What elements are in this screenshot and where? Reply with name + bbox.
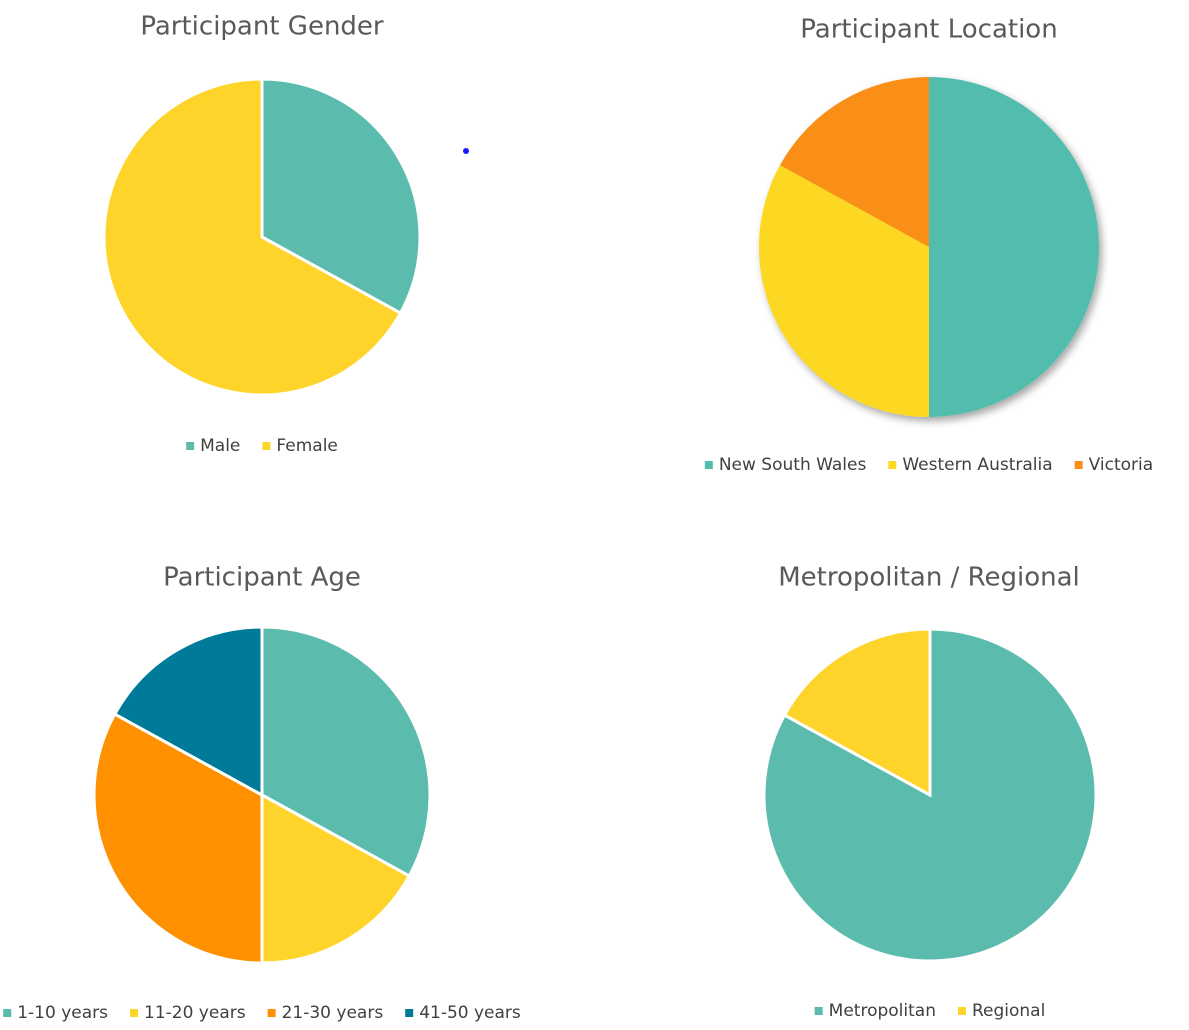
chart-title: Participant Age bbox=[163, 563, 361, 593]
legend-label: Male bbox=[200, 436, 240, 456]
chart-title: Participant Location bbox=[800, 15, 1057, 45]
slice bbox=[102, 77, 403, 397]
pie bbox=[759, 77, 1099, 417]
slice bbox=[112, 625, 264, 798]
legend-label: Female bbox=[276, 436, 337, 456]
slice bbox=[759, 165, 929, 417]
legend-marker bbox=[267, 1009, 276, 1017]
slice bbox=[260, 792, 412, 965]
legend-label: Victoria bbox=[1089, 455, 1154, 475]
legend: New South Wales Western Australia Victoria bbox=[704, 455, 1154, 475]
legend-marker bbox=[186, 442, 195, 450]
pie bbox=[102, 77, 422, 397]
legend-label: New South Wales bbox=[719, 455, 867, 475]
slice bbox=[260, 625, 432, 878]
legend-marker bbox=[405, 1009, 414, 1017]
slice bbox=[929, 77, 1099, 417]
legend-label: Regional bbox=[972, 1001, 1045, 1021]
legend-marker bbox=[704, 461, 713, 469]
legend: Metropolitan Regional bbox=[814, 1001, 1045, 1021]
legend-marker bbox=[888, 461, 897, 469]
legend-label: 21-30 years bbox=[282, 1003, 384, 1023]
chart-title: Participant Gender bbox=[140, 12, 384, 42]
legend-label: Western Australia bbox=[902, 455, 1052, 475]
dot bbox=[463, 148, 469, 154]
slice bbox=[260, 77, 422, 316]
legend: 1-10 years 11-20 years 21-30 years 41-50 ye… bbox=[3, 1003, 521, 1023]
legend-label: 11-20 years bbox=[144, 1003, 246, 1023]
legend-marker bbox=[1074, 461, 1083, 469]
legend-marker bbox=[262, 442, 271, 450]
slice bbox=[782, 627, 932, 798]
legend-label: 41-50 years bbox=[419, 1003, 521, 1023]
pie bbox=[92, 625, 432, 965]
legend-label: Metropolitan bbox=[829, 1001, 936, 1021]
legend: Male Female bbox=[186, 436, 338, 456]
slice bbox=[92, 712, 264, 965]
legend-marker bbox=[3, 1009, 12, 1017]
legend-marker bbox=[957, 1007, 966, 1015]
chart-title: Metropolitan / Regional bbox=[778, 563, 1080, 593]
pie bbox=[762, 627, 1098, 963]
legend-label: 1-10 years bbox=[17, 1003, 108, 1023]
legend-marker bbox=[814, 1007, 823, 1015]
slice bbox=[780, 77, 929, 247]
legend-marker bbox=[130, 1009, 138, 1017]
